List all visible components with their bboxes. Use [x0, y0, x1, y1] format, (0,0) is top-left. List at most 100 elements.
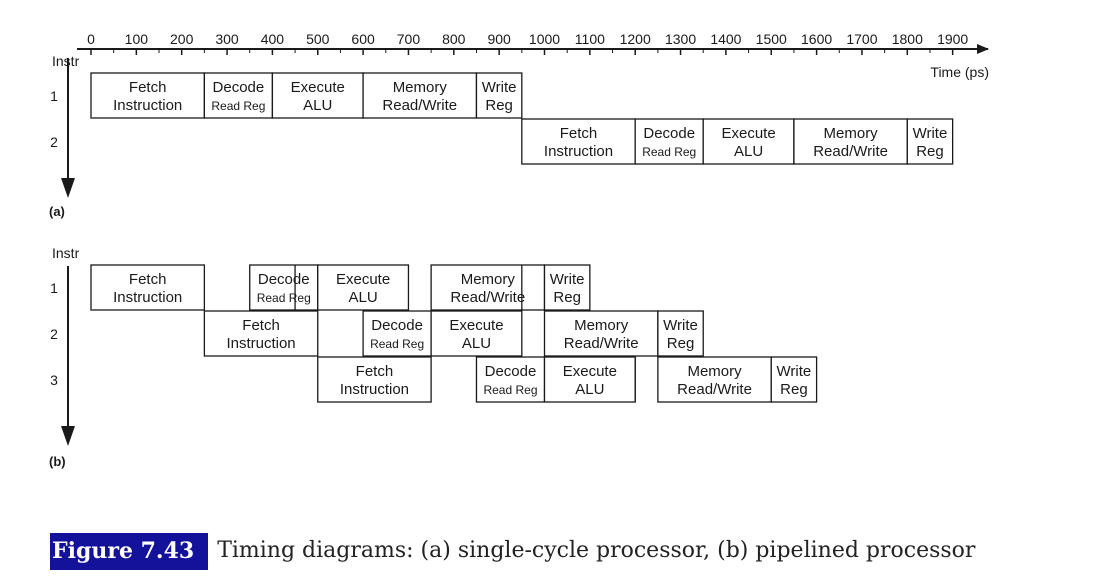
stage-label-line1: Memory [687, 363, 742, 380]
stage-rect [317, 356, 432, 403]
time-tick-label: 1600 [801, 31, 832, 47]
instr-row-label: 1 [50, 88, 58, 104]
stage-box: Decode Read Reg [362, 310, 432, 357]
time-tick-label: 400 [261, 31, 285, 47]
time-tick-label: 1500 [756, 31, 787, 47]
stage-label-line2: Read/Write [813, 143, 888, 160]
time-tick-label: 1200 [620, 31, 651, 47]
stage-label-line2: Reg [553, 289, 581, 306]
stage-rect [543, 264, 591, 311]
stage-label-line2: ALU [349, 289, 378, 306]
time-unit-label: Time (ps) [930, 64, 989, 80]
panel-label-a: (a) [49, 204, 65, 219]
stage-rect [362, 310, 432, 357]
stage-rect [271, 72, 364, 119]
stage-label-line1: Decode [643, 125, 695, 142]
stage-label-line1: Write [913, 125, 948, 142]
figure-label: Figure 7.43 [50, 532, 209, 570]
stage-label-line1: Decode [258, 271, 310, 288]
stage-rect [203, 310, 319, 357]
stage-label-line2: Instruction [544, 143, 613, 160]
figure-caption-text: Timing diagrams: (a) single-cycle proces… [217, 538, 976, 563]
stage-label-line2: Read Reg [483, 383, 537, 397]
time-tick-label: 1300 [665, 31, 696, 47]
stage-label-line1: Execute [721, 125, 775, 142]
stage-rect [475, 356, 546, 403]
stage-label-line1: Memory [393, 79, 448, 96]
stage-label-line1: Decode [371, 317, 423, 334]
time-tick-label: 100 [125, 31, 149, 47]
time-axis-ticks: 0 100 200 300 400 500 600 700 800 900 1000 1100 1200… [87, 31, 968, 55]
time-tick-label: 1100 [575, 31, 605, 47]
time-tick-label: 1700 [846, 31, 877, 47]
time-tick-label: 1800 [892, 31, 923, 47]
stage-label-line1: Decode [213, 79, 265, 96]
stage-label-line2: Instruction [113, 97, 182, 114]
stage-label-line2: Read Reg [257, 291, 311, 305]
stage-label-line2: Read/Write [382, 97, 457, 114]
stage-label-line1: Memory [574, 317, 629, 334]
stage-label-line1: Write [663, 317, 698, 334]
stage-label-line1: Fetch [129, 271, 167, 288]
stage-rect [430, 264, 546, 311]
instr-row-label: 2 [50, 326, 58, 342]
stage-label-line1: Execute [449, 317, 503, 334]
instr-row-label: 2 [50, 134, 58, 150]
time-tick-label: 0 [87, 31, 95, 47]
stage-rect [906, 118, 954, 165]
time-tick-label: 1900 [937, 31, 968, 47]
stage-label-line1: Fetch [242, 317, 280, 334]
stage-label-line1: Fetch [560, 125, 598, 142]
stage-label-line2: ALU [462, 335, 491, 352]
stage-rect [249, 264, 319, 311]
stage-rect [430, 310, 523, 357]
stage-rect [203, 72, 274, 119]
stage-label-line2: Read Reg [642, 145, 696, 159]
time-tick-label: 1400 [710, 31, 741, 47]
stage-rect [90, 264, 206, 311]
time-tick-label: 500 [306, 31, 330, 47]
stage-rect [90, 72, 206, 119]
time-tick-label: 1000 [529, 31, 560, 47]
stage-label-line1: Memory [824, 125, 879, 142]
time-tick-label: 300 [215, 31, 239, 47]
instr-axis-a-arrow [61, 178, 75, 198]
time-tick-label: 700 [397, 31, 421, 47]
stage-label-line2: Instruction [340, 381, 409, 398]
stage-label-line1: Write [482, 79, 517, 96]
stage-box: Decode Read Reg [249, 264, 319, 311]
time-tick-label: 800 [442, 31, 466, 47]
stage-rect [770, 356, 818, 403]
stage-label-line1: Decode [485, 363, 537, 380]
stage-rect [657, 310, 704, 357]
stage-rect [634, 118, 704, 165]
stage-label-line1: Memory [461, 271, 516, 288]
stage-label-line1: Fetch [129, 79, 167, 96]
stage-rect [317, 264, 410, 311]
stage-rect [475, 72, 523, 119]
stage-label-line1: Write [550, 271, 585, 288]
stage-rect [521, 118, 636, 165]
stage-label-line2: Read/Write [677, 381, 752, 398]
stage-rect [793, 118, 908, 165]
stage-box: Decode Read Reg [475, 356, 546, 403]
stage-label-line1: Execute [336, 271, 390, 288]
stage-label-line2: Read Reg [370, 337, 424, 351]
timing-diagram: 0 100 200 300 400 500 600 700 800 900 1000 1100 1200… [49, 31, 989, 469]
